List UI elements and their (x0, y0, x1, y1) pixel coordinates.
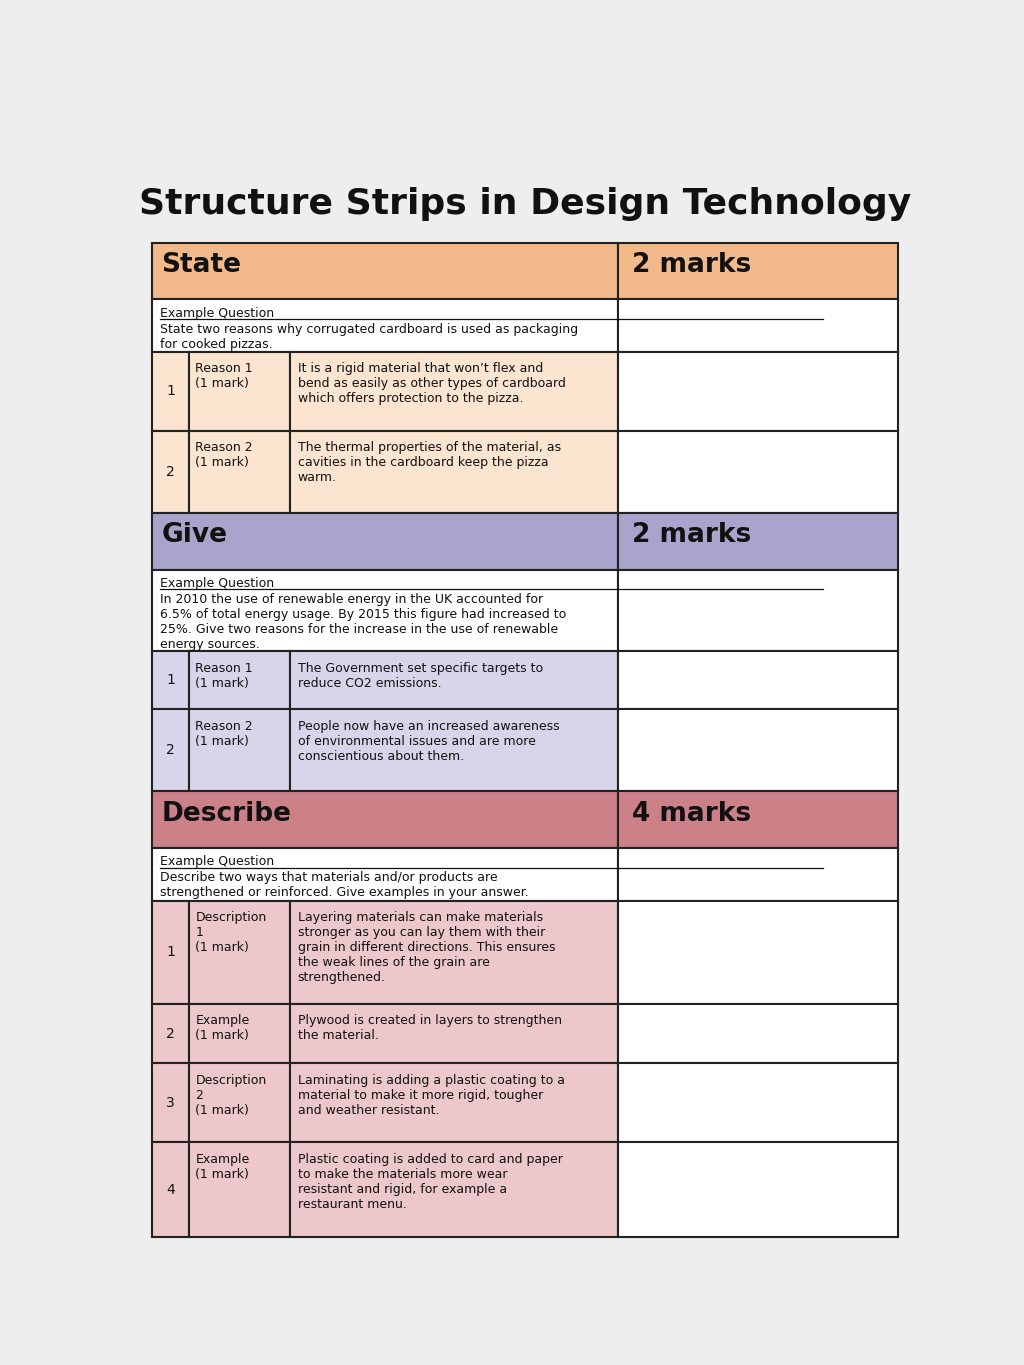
Bar (618, 243, 898, 299)
Bar (189, 1143, 290, 1237)
Bar (618, 299, 898, 352)
Text: 2: 2 (166, 744, 175, 758)
Bar (618, 1143, 898, 1237)
Bar (618, 651, 898, 710)
Bar (189, 710, 290, 792)
Text: The Government set specific targets to
reduce CO2 emissions.: The Government set specific targets to r… (298, 662, 543, 689)
Bar (618, 352, 898, 431)
Bar (189, 901, 290, 1003)
Bar (290, 901, 618, 1003)
Text: Description
1
(1 mark): Description 1 (1 mark) (196, 910, 266, 954)
Text: Example
(1 mark): Example (1 mark) (196, 1153, 250, 1181)
Bar (152, 431, 189, 513)
Bar (189, 1003, 290, 1063)
Text: 2 marks: 2 marks (633, 253, 752, 278)
Text: 4: 4 (166, 1182, 175, 1197)
Bar (152, 792, 618, 848)
Text: 1: 1 (166, 673, 175, 688)
Text: Reason 1
(1 mark): Reason 1 (1 mark) (196, 363, 253, 390)
Bar (618, 848, 898, 901)
Bar (152, 513, 618, 569)
Text: Laminating is adding a plastic coating to a
material to make it more rigid, toug: Laminating is adding a plastic coating t… (298, 1074, 565, 1117)
Bar (618, 901, 898, 1003)
Text: Describe two ways that materials and/or products are
strengthened or reinforced.: Describe two ways that materials and/or … (160, 871, 528, 900)
Bar (152, 901, 189, 1003)
Text: Example Question: Example Question (160, 307, 273, 319)
Text: The thermal properties of the material, as
cavities in the cardboard keep the pi: The thermal properties of the material, … (298, 441, 561, 485)
Text: Give: Give (162, 523, 227, 549)
Text: People now have an increased awareness
of environmental issues and are more
cons: People now have an increased awareness o… (298, 719, 559, 763)
Text: Describe: Describe (162, 801, 292, 827)
Bar (189, 1063, 290, 1143)
Text: Reason 2
(1 mark): Reason 2 (1 mark) (196, 441, 253, 470)
Bar (189, 352, 290, 431)
Text: Example Question: Example Question (160, 856, 273, 868)
Bar (290, 710, 618, 792)
Bar (290, 1143, 618, 1237)
Text: Structure Strips in Design Technology: Structure Strips in Design Technology (138, 187, 911, 221)
Text: Example
(1 mark): Example (1 mark) (196, 1014, 250, 1041)
Bar (618, 1003, 898, 1063)
Bar (152, 710, 189, 792)
Bar (290, 431, 618, 513)
Text: State: State (162, 253, 242, 278)
Bar (152, 848, 618, 901)
Bar (618, 792, 898, 848)
Text: 2: 2 (166, 1026, 175, 1040)
Text: 1: 1 (166, 385, 175, 399)
Bar (152, 569, 618, 651)
Text: Example Question: Example Question (160, 577, 273, 590)
Text: 2: 2 (166, 464, 175, 479)
Text: 3: 3 (166, 1096, 175, 1110)
Bar (290, 651, 618, 710)
Bar (290, 1003, 618, 1063)
Bar (152, 299, 618, 352)
Text: 2 marks: 2 marks (633, 523, 752, 549)
Text: In 2010 the use of renewable energy in the UK accounted for
6.5% of total energy: In 2010 the use of renewable energy in t… (160, 592, 566, 651)
Text: Description
2
(1 mark): Description 2 (1 mark) (196, 1074, 266, 1117)
Bar (152, 352, 189, 431)
Bar (618, 1063, 898, 1143)
Bar (290, 352, 618, 431)
Bar (618, 431, 898, 513)
Bar (152, 1003, 189, 1063)
Bar (152, 651, 189, 710)
Text: Plastic coating is added to card and paper
to make the materials more wear
resis: Plastic coating is added to card and pap… (298, 1153, 562, 1211)
Text: Layering materials can make materials
stronger as you can lay them with their
gr: Layering materials can make materials st… (298, 910, 555, 984)
Bar (618, 513, 898, 569)
Bar (189, 431, 290, 513)
Text: 4 marks: 4 marks (633, 801, 752, 827)
Bar (290, 1063, 618, 1143)
Bar (152, 1063, 189, 1143)
Text: 1: 1 (166, 945, 175, 960)
Text: It is a rigid material that won’t flex and
bend as easily as other types of card: It is a rigid material that won’t flex a… (298, 363, 565, 405)
Bar (618, 710, 898, 792)
Text: Plywood is created in layers to strengthen
the material.: Plywood is created in layers to strength… (298, 1014, 562, 1041)
Bar (618, 569, 898, 651)
Text: Reason 2
(1 mark): Reason 2 (1 mark) (196, 719, 253, 748)
Text: State two reasons why corrugated cardboard is used as packaging
for cooked pizza: State two reasons why corrugated cardboa… (160, 322, 578, 351)
Bar (189, 651, 290, 710)
Text: Reason 1
(1 mark): Reason 1 (1 mark) (196, 662, 253, 689)
Bar (152, 1143, 189, 1237)
Bar (152, 243, 618, 299)
